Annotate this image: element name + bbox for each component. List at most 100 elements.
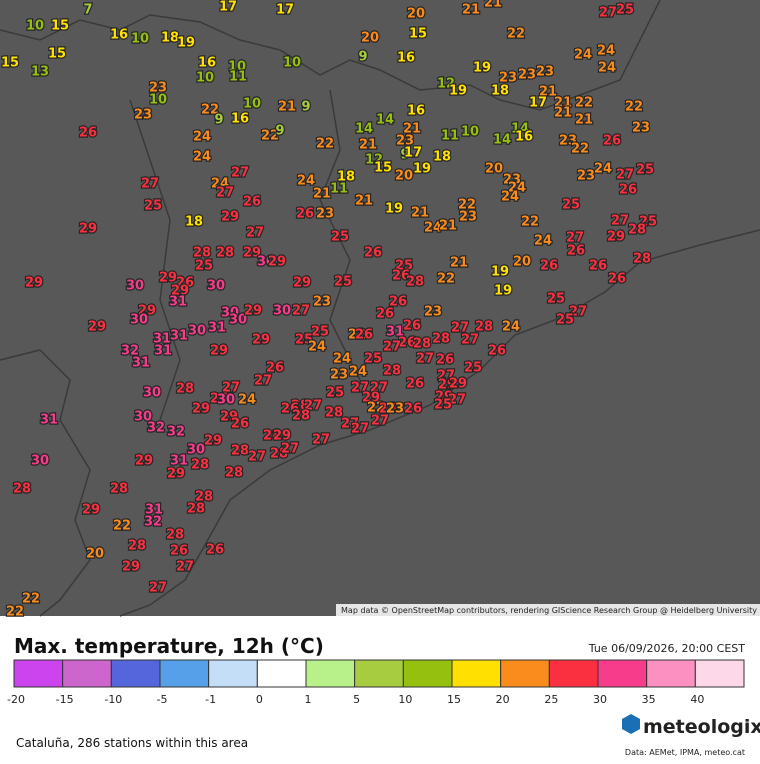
station-value: 21 bbox=[355, 194, 373, 209]
station-value: 26 bbox=[170, 544, 188, 559]
border-line bbox=[0, 0, 661, 111]
attribution: Map data © OpenStreetMap contributors, r… bbox=[341, 606, 757, 615]
station-value: 30 bbox=[187, 443, 205, 458]
station-value: 26 bbox=[389, 295, 407, 310]
station-value: 28 bbox=[291, 399, 309, 414]
station-value: 22 bbox=[575, 96, 593, 111]
station-value: 26 bbox=[266, 361, 284, 376]
border-line bbox=[319, 89, 361, 381]
station-value: 16 bbox=[231, 112, 249, 127]
station-value: 29 bbox=[252, 333, 270, 348]
station-value: 28 bbox=[432, 332, 450, 347]
station-value: 14 bbox=[511, 122, 529, 137]
station-value: 25 bbox=[464, 361, 482, 376]
station-value: 28 bbox=[633, 252, 651, 267]
station-value: 29 bbox=[220, 410, 238, 425]
station-value: 17 bbox=[276, 3, 294, 18]
station-value: 30 bbox=[143, 386, 161, 401]
station-value: 23 bbox=[459, 210, 477, 225]
date: Tue 06/09/2026, 20:00 CEST bbox=[588, 642, 745, 655]
station-value: 29 bbox=[167, 467, 185, 482]
legend-box bbox=[305, 659, 356, 688]
station-value: 28 bbox=[406, 275, 424, 290]
legend-label: -15 bbox=[56, 693, 74, 706]
station-value: 25 bbox=[616, 3, 634, 18]
station-value: 24 bbox=[501, 190, 519, 205]
station-value: 13 bbox=[31, 65, 49, 80]
station-value: 24 bbox=[598, 61, 616, 76]
station-value: 29 bbox=[171, 284, 189, 299]
station-value: 27 bbox=[451, 321, 469, 336]
station-value: 29 bbox=[438, 378, 456, 393]
legend-label: -5 bbox=[157, 693, 168, 706]
station-value: 27 bbox=[448, 393, 466, 408]
station-value: 28 bbox=[176, 382, 194, 397]
station-value: 24 bbox=[308, 340, 326, 355]
border-line bbox=[129, 99, 181, 421]
station-value: 26 bbox=[406, 377, 424, 392]
station-value: 9 bbox=[400, 148, 409, 163]
station-value: 32 bbox=[147, 421, 165, 436]
station-value: 9 bbox=[301, 100, 310, 115]
station-value: 29 bbox=[362, 391, 380, 406]
station-value: 28 bbox=[379, 402, 397, 417]
station-value: 27 bbox=[437, 369, 455, 384]
station-value: 31 bbox=[40, 413, 58, 428]
station-value: 30 bbox=[126, 279, 144, 294]
station-value: 31 bbox=[153, 332, 171, 347]
station-value: 29 bbox=[449, 377, 467, 392]
station-value: 23 bbox=[518, 68, 536, 83]
station-value: 29 bbox=[192, 402, 210, 417]
region-info: Cataluña, 286 stations within this area bbox=[16, 736, 248, 750]
station-value: 29 bbox=[243, 246, 261, 261]
station-value: 24 bbox=[502, 320, 520, 335]
station-value: 26 bbox=[210, 392, 228, 407]
station-value: 28 bbox=[475, 320, 493, 335]
legend-box bbox=[402, 659, 453, 688]
station-value: 28 bbox=[128, 539, 146, 554]
station-value: 29 bbox=[210, 344, 228, 359]
legend: -20 -15 -10 -5 -1 0 1 5 10 15 20 25 30 35 40 bbox=[7, 659, 745, 706]
station-value: 26 bbox=[79, 126, 97, 141]
station-value: 24 bbox=[508, 181, 526, 196]
station-value: 25 bbox=[639, 215, 657, 230]
station-value: 16 bbox=[397, 51, 415, 66]
station-value: 32 bbox=[144, 515, 162, 530]
station-value: 24 bbox=[597, 44, 615, 59]
legend-label: 35 bbox=[642, 693, 656, 706]
station-value: 31 bbox=[132, 356, 150, 371]
station-value: 24 bbox=[193, 150, 211, 165]
station-value: 29 bbox=[244, 304, 262, 319]
station-value: 11 bbox=[330, 182, 348, 197]
station-value: 23 bbox=[134, 108, 152, 123]
station-value: 25 bbox=[395, 259, 413, 274]
station-value: 20 bbox=[513, 255, 531, 270]
station-value: 20 bbox=[407, 7, 425, 22]
station-value: 29 bbox=[79, 222, 97, 237]
station-value: 28 bbox=[263, 429, 281, 444]
station-value: 24 bbox=[193, 130, 211, 145]
station-value: 29 bbox=[135, 454, 153, 469]
station-value: 26 bbox=[376, 307, 394, 322]
station-value: 27 bbox=[312, 433, 330, 448]
station-value: 12 bbox=[437, 77, 455, 92]
station-value: 7 bbox=[83, 3, 92, 18]
legend-box bbox=[110, 659, 161, 688]
station-value: 27 bbox=[281, 442, 299, 457]
station-value: 29 bbox=[273, 429, 291, 444]
brand: meteologix bbox=[643, 716, 760, 738]
legend-label: -20 bbox=[7, 693, 25, 706]
title: Max. temperature, 12h (°C) bbox=[14, 634, 324, 658]
legend-box bbox=[451, 659, 502, 688]
station-value: 24 bbox=[333, 352, 351, 367]
station-value: 20 bbox=[395, 169, 413, 184]
station-value: 30 bbox=[229, 313, 247, 328]
station-value: 21 bbox=[462, 3, 480, 18]
logo-icon bbox=[622, 714, 640, 734]
station-value: 27 bbox=[304, 399, 322, 414]
station-value: 27 bbox=[370, 381, 388, 396]
station-value: 30 bbox=[257, 255, 275, 270]
station-value: 23 bbox=[386, 402, 404, 417]
station-value: 16 bbox=[198, 56, 216, 71]
